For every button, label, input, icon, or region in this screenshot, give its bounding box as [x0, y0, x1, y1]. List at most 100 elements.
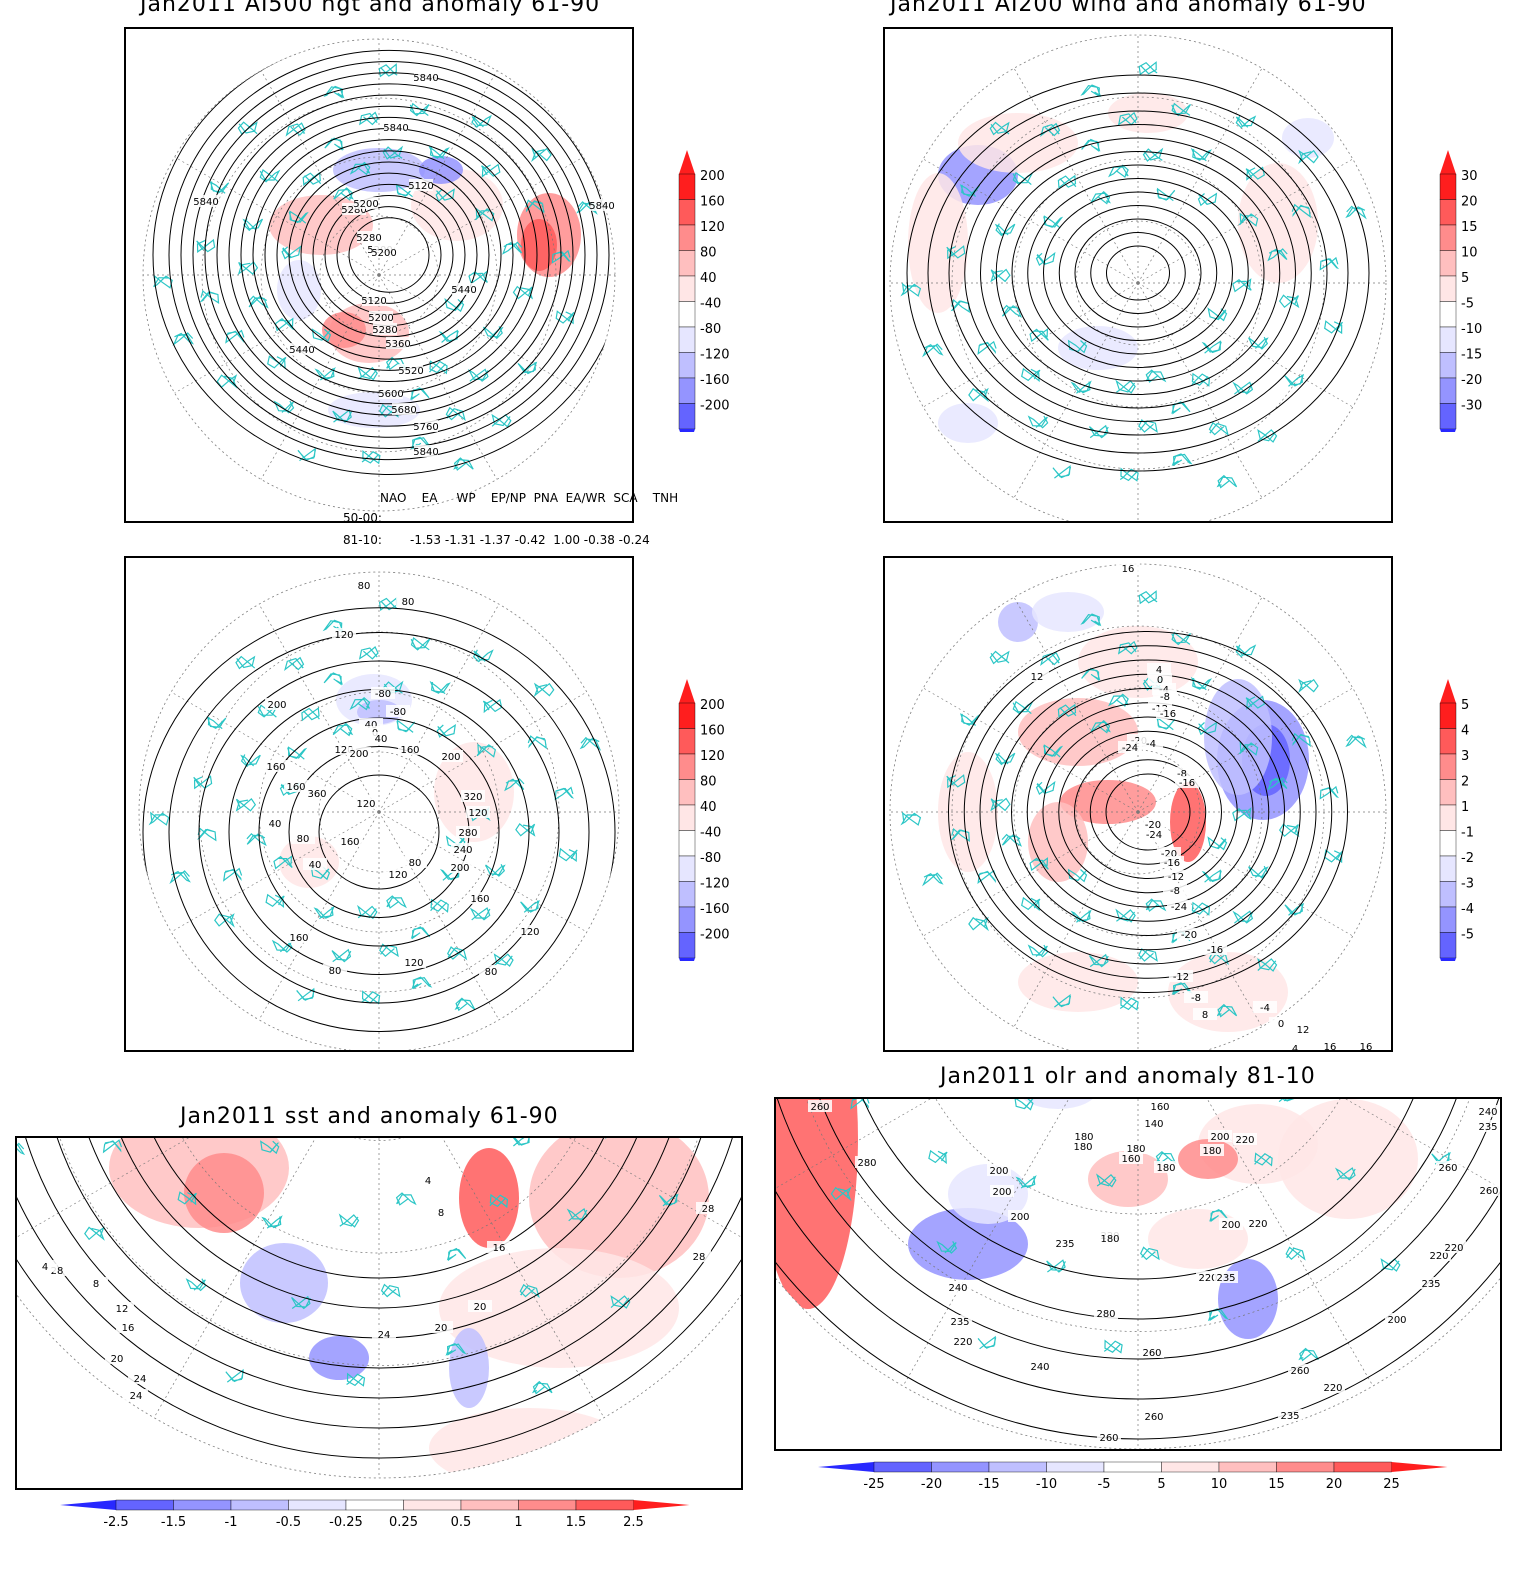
coastline	[489, 1193, 509, 1209]
colorbar-tick-label: -0.5	[276, 1515, 301, 1530]
contour-label: 24	[134, 1374, 147, 1385]
colorbar-tick-label: -2	[1461, 851, 1474, 866]
contour-label: 16	[493, 1243, 506, 1254]
title-hgt500: Jan2011 AI500 hgt and anomaly 61-90	[140, 0, 601, 17]
coastline	[994, 223, 1016, 237]
colorbar-swatch	[1439, 702, 1457, 729]
colorbar-swatch	[288, 1499, 347, 1511]
anomaly-shading	[328, 392, 420, 428]
graticule-meridian	[1137, 811, 1353, 937]
contour-label: 40	[269, 819, 282, 830]
coastline	[446, 1247, 467, 1262]
coastline	[444, 297, 465, 313]
contour-label: 220	[1235, 1135, 1254, 1146]
colorbar-tick-label: 160	[700, 195, 725, 210]
coastline	[1108, 693, 1129, 707]
coastline	[287, 746, 308, 760]
coastline	[453, 457, 474, 471]
coastline	[946, 245, 966, 260]
contour-label: 180	[1156, 1163, 1175, 1174]
coastline	[512, 285, 534, 300]
contour-line	[1058, 205, 1218, 341]
contour-label: -16	[1160, 709, 1176, 720]
colorbar-tick-label: 15	[1461, 220, 1478, 235]
colorbar-swatch	[1439, 403, 1457, 430]
contour-label: 180	[1202, 1146, 1221, 1157]
coastline	[527, 735, 547, 750]
colorbar-swatch	[1046, 1461, 1105, 1473]
contour-line	[180, 61, 598, 449]
coastline	[1138, 419, 1158, 433]
coastline	[1108, 164, 1129, 178]
contour-label: 120	[520, 927, 539, 938]
contour-label: 4	[42, 1262, 48, 1273]
contour-label: -8	[1191, 993, 1201, 1004]
contour-label: -4	[1260, 1003, 1270, 1014]
coastline	[285, 122, 306, 137]
colorbar-swatch	[678, 173, 696, 200]
contour-label: 80	[358, 581, 371, 592]
coastline	[395, 183, 415, 198]
coastline	[1115, 908, 1136, 923]
contour-line	[336, 206, 442, 304]
coastline	[1257, 429, 1278, 443]
colorbar-tick-label: -40	[700, 826, 721, 841]
colorbar-hgt: 200 160 120 80 40 -40 -80 -120 -160 -200	[678, 150, 730, 432]
contour-label: 8	[93, 1279, 99, 1290]
contour-label: 260	[1099, 1433, 1118, 1444]
colorbar-tick-label: 120	[700, 220, 725, 235]
contour-label: 200	[1221, 1220, 1240, 1231]
contour-label: 28	[702, 1204, 715, 1215]
anomaly-shading	[521, 219, 557, 271]
contour-label: 200	[441, 752, 460, 763]
contour-label: 160	[340, 837, 359, 848]
anomaly-shading	[1108, 93, 1188, 133]
map-olr: 260 280 180 160 180 140 200 180 220 200 200 200 180 1…	[774, 1097, 1502, 1451]
colorbar-tick-label: -5	[1461, 928, 1474, 943]
coastline	[990, 797, 1011, 812]
anomaly-shading	[908, 1208, 1028, 1280]
contour-label: 180	[1100, 1234, 1119, 1245]
graticule-circle	[1013, 687, 1263, 937]
graticule-meridian	[1137, 68, 1263, 284]
graticule-meridian	[1013, 68, 1139, 284]
contour-label: -16	[1179, 778, 1195, 789]
coastline	[1090, 719, 1111, 734]
coastline	[517, 361, 538, 375]
coastline	[196, 827, 217, 842]
coastline	[1145, 369, 1167, 383]
contour-line	[1090, 232, 1186, 314]
coastline	[214, 913, 235, 928]
contour-line	[276, 150, 502, 360]
coastline	[428, 145, 450, 160]
colorbar-swatch	[678, 779, 696, 806]
contour-line	[17, 1138, 741, 1459]
anomaly-shading	[938, 403, 998, 443]
coastline	[1278, 294, 1300, 309]
contour-label: 5840	[413, 447, 438, 458]
coastline	[1021, 896, 1041, 912]
contour-label: 0	[1157, 675, 1163, 686]
coastline	[1057, 703, 1077, 718]
graticule-meridian	[378, 811, 588, 933]
map-wind200	[883, 27, 1393, 523]
contour-line	[17, 1138, 741, 1429]
contour-label: 5840	[413, 73, 438, 84]
colorbar-tick-label: -1.5	[161, 1515, 186, 1530]
contour-label: -20	[1161, 849, 1177, 860]
coastline	[199, 290, 220, 304]
graticule-meridian	[776, 1099, 1139, 1215]
contour-label: 5680	[391, 405, 416, 416]
coastline	[990, 268, 1011, 283]
colorbar-swatch	[678, 804, 696, 831]
coastline	[273, 400, 295, 414]
coastline	[469, 907, 491, 921]
contour-line	[995, 151, 1281, 395]
coastline	[240, 754, 261, 768]
colorbar-tick-label: -200	[700, 928, 730, 943]
colorbar-swatch	[678, 830, 696, 857]
contour-label: -12	[1168, 872, 1184, 883]
coastline	[977, 1335, 997, 1350]
contour-line	[1089, 759, 1207, 865]
colorbar-tick-label: 160	[700, 724, 725, 739]
